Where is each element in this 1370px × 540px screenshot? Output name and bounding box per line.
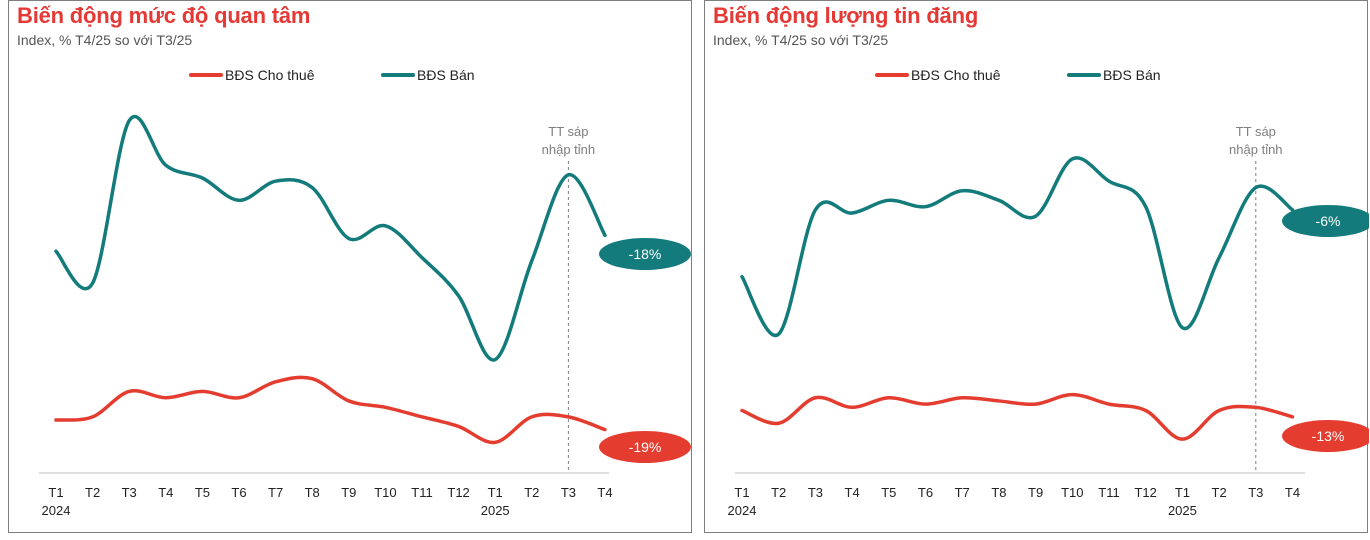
x-tick-label: T9 — [1028, 485, 1043, 500]
chart-title: Biến động mức độ quan tâm — [17, 3, 311, 28]
legend-label: BĐS Bán — [417, 67, 475, 83]
x-tick-label: T9 — [341, 485, 356, 500]
x-tick-label: T7 — [268, 485, 283, 500]
line-chart-listings: BĐS Cho thuê BĐS Bán TT sáp nhập tỉnh T1 T2 T3… — [728, 67, 1369, 518]
x-tick-label: T6 — [231, 485, 246, 500]
x-year-label: 2025 — [481, 503, 510, 518]
x-year-label: 2024 — [728, 503, 757, 518]
annotation-label: nhập tỉnh — [1229, 142, 1283, 157]
x-tick-label: T3 — [561, 485, 576, 500]
x-tick-label: T7 — [955, 485, 970, 500]
x-tick-label: T4 — [158, 485, 173, 500]
x-tick-label: T12 — [447, 485, 469, 500]
x-year-label: 2024 — [42, 503, 71, 518]
x-tick-label: T1 — [1175, 485, 1190, 500]
chart-subtitle: Index, % T4/25 so với T3/25 — [713, 32, 889, 48]
change-badge-label: -13% — [1312, 428, 1345, 444]
change-badge-sale — [599, 238, 691, 270]
chart-subtitle: Index, % T4/25 so với T3/25 — [17, 32, 193, 48]
x-tick-label: T3 — [808, 485, 823, 500]
series-line-sale — [740, 156, 1295, 338]
x-tick-label: T2 — [1212, 485, 1227, 500]
change-badge-rent — [599, 431, 691, 463]
x-tick-label: T3 — [1248, 485, 1263, 500]
x-tick-label: T10 — [1061, 485, 1083, 500]
x-tick-label: T2 — [85, 485, 100, 500]
x-tick-label: T2 — [771, 485, 786, 500]
x-tick-label: T4 — [845, 485, 860, 500]
x-year-label: 2025 — [1168, 503, 1197, 518]
x-tick-label: T8 — [305, 485, 320, 500]
line-chart-interest: BĐS Cho thuê BĐS Bán TT sáp nhập tỉnh T1 T2 T3… — [39, 67, 691, 518]
change-badge-rent — [1282, 420, 1369, 452]
x-tick-label: T11 — [411, 485, 432, 500]
change-badge-label: -6% — [1316, 213, 1341, 229]
x-tick-label: T2 — [524, 485, 539, 500]
chart-panel-listings: Biến động lượng tin đăng Index, % T4/25 … — [704, 0, 1369, 533]
legend-label: BĐS Bán — [1103, 67, 1161, 83]
x-tick-label: T1 — [734, 485, 749, 500]
chart-title: Biến động lượng tin đăng — [713, 3, 979, 28]
annotation-label: TT sáp — [1236, 124, 1276, 139]
series-line-rent — [740, 392, 1295, 441]
annotation-label: TT sáp — [548, 124, 588, 139]
x-tick-label: T5 — [881, 485, 896, 500]
x-tick-label: T3 — [122, 485, 137, 500]
x-tick-label: T6 — [918, 485, 933, 500]
x-tick-label: T5 — [195, 485, 210, 500]
x-tick-label: T12 — [1134, 485, 1156, 500]
series-line-sale — [54, 115, 607, 362]
x-tick-label: T8 — [991, 485, 1006, 500]
x-tick-label: T10 — [374, 485, 396, 500]
x-tick-label: T4 — [597, 485, 612, 500]
x-tick-label: T1 — [488, 485, 503, 500]
change-badge-label: -19% — [629, 439, 662, 455]
change-badge-sale — [1282, 205, 1369, 237]
x-tick-label: T1 — [48, 485, 63, 500]
legend-label: BĐS Cho thuê — [225, 67, 315, 83]
chart-panel-interest: Biến động mức độ quan tâm Index, % T4/25… — [8, 0, 692, 533]
annotation-label: nhập tỉnh — [542, 142, 596, 157]
x-tick-label: T11 — [1098, 485, 1119, 500]
series-line-rent — [54, 375, 607, 445]
legend-label: BĐS Cho thuê — [911, 67, 1001, 83]
x-tick-label: T4 — [1285, 485, 1300, 500]
change-badge-label: -18% — [629, 246, 662, 262]
